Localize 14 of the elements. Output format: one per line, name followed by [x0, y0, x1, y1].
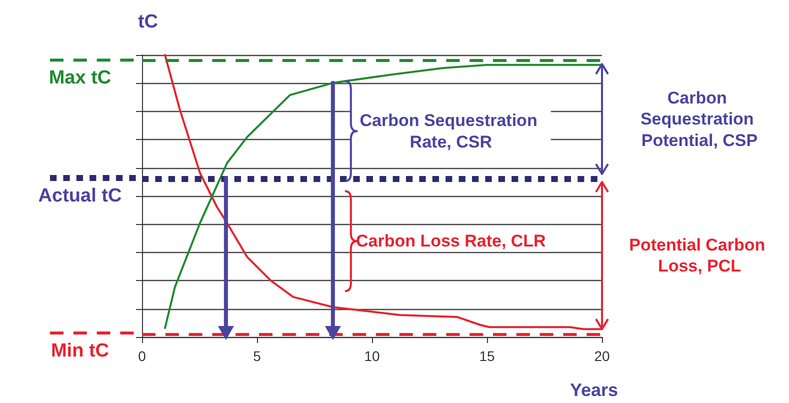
- ref-line-label: Actual tC: [38, 185, 122, 206]
- x-tick-label: 10: [364, 348, 380, 364]
- text: Potential Carbon Loss, PCL: [629, 235, 770, 276]
- legend-label: Max tC: [48, 68, 112, 89]
- ref-line-label: Min tC: [50, 340, 110, 362]
- text: Carbon Sequestration Potential, CSP: [640, 88, 759, 150]
- x-tick-label: 20: [594, 348, 610, 364]
- x-tick-label: 5: [253, 348, 262, 364]
- x-tick-label: 15: [479, 348, 495, 364]
- annotation: Carbon Loss Rate, CLR: [356, 232, 546, 251]
- y-axis-title: tC: [138, 12, 158, 32]
- x-axis-title: Years: [570, 380, 618, 400]
- annotation: Carbon Sequestration Rate, CSR: [360, 111, 542, 152]
- x-tick-label: 0: [138, 348, 146, 364]
